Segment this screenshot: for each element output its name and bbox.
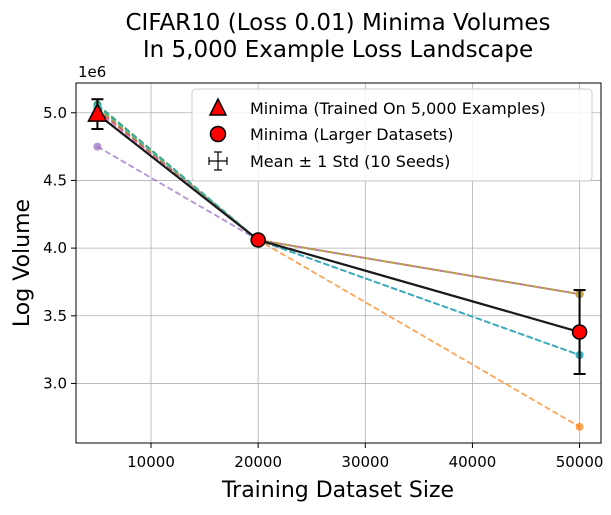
legend-errorbar-marker xyxy=(208,151,228,171)
x-axis-label: Training Dataset Size xyxy=(221,478,454,503)
y-tick-label: 4.5 xyxy=(43,171,67,189)
legend-label-trained-minima: Minima (Trained On 5,000 Examples) xyxy=(250,99,546,118)
mean-series xyxy=(87,98,588,375)
mean-marker-trained xyxy=(87,102,108,122)
mean-marker-larger xyxy=(571,324,588,340)
y-axis-label: Log Volume xyxy=(10,199,35,327)
x-tick-label: 10000 xyxy=(127,453,175,471)
chart-title-line-1: CIFAR10 (Loss 0.01) Minima Volumes xyxy=(125,10,550,36)
x-tick-label: 40000 xyxy=(449,453,497,471)
y-tick-label: 3.0 xyxy=(43,374,67,392)
plot-frame xyxy=(75,82,602,444)
y-offset-label: 1e6 xyxy=(78,63,106,81)
legend-box xyxy=(191,88,593,182)
legend-circle-marker xyxy=(209,125,227,143)
y-tick-label: 5.0 xyxy=(43,104,67,122)
y-tick-label: 4.0 xyxy=(43,239,67,257)
seed-point-seed-5 xyxy=(93,142,102,151)
x-tick-label: 20000 xyxy=(234,453,282,471)
legend: Minima (Trained On 5,000 Examples) Minim… xyxy=(191,88,593,182)
chart-title-line-2: In 5,000 Example Loss Landscape xyxy=(143,37,533,63)
x-tick-label: 50000 xyxy=(556,453,604,471)
legend-label-mean-std: Mean ± 1 Std (10 Seeds) xyxy=(250,152,450,171)
x-tick-label: 30000 xyxy=(341,453,389,471)
axis-ticks: 10000 20000 30000 40000 50000 3.0 3.5 4.0 4.5 5.0 xyxy=(43,104,603,471)
y-tick-label: 3.5 xyxy=(43,307,67,325)
seed-point-seed-2 xyxy=(575,422,584,431)
legend-label-larger-minima: Minima (Larger Datasets) xyxy=(250,125,453,144)
legend-triangle-marker xyxy=(208,97,228,116)
mean-marker-larger xyxy=(250,232,266,248)
